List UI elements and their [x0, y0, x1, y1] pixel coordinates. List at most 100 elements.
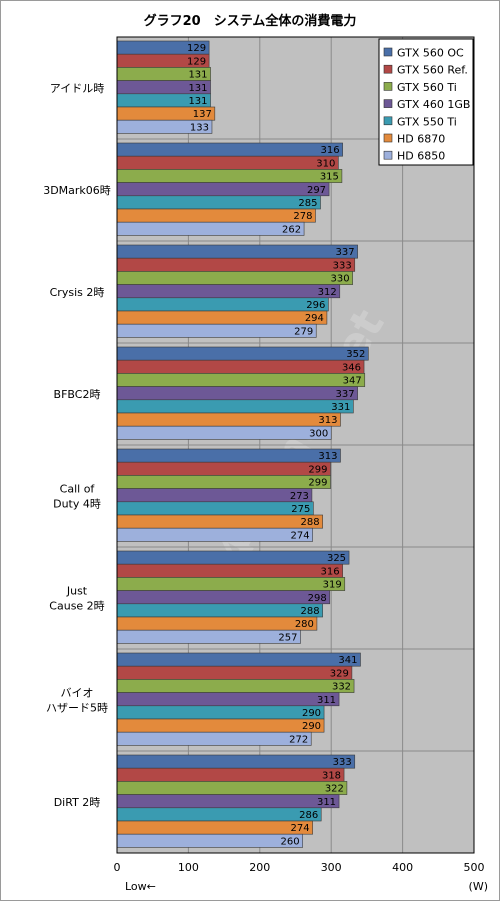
bar — [116, 155, 339, 170]
data-label: 316 — [321, 145, 340, 156]
x-tick-label: 0 — [114, 861, 121, 874]
data-label: 346 — [342, 362, 361, 373]
data-label: 299 — [308, 464, 327, 475]
bar — [116, 461, 331, 476]
bar — [116, 284, 341, 299]
category-label: Call of — [60, 483, 96, 496]
data-label: 279 — [294, 326, 313, 337]
bar — [116, 527, 313, 542]
data-label: 262 — [282, 224, 301, 235]
legend-label: HD 6870 — [397, 133, 445, 146]
category-label: DiRT 2時 — [54, 796, 101, 809]
bar — [116, 603, 323, 618]
data-label: 274 — [291, 530, 310, 541]
bar — [116, 550, 350, 565]
x-tick-label: 100 — [178, 861, 199, 874]
data-label: 131 — [188, 70, 207, 81]
bar — [116, 754, 356, 769]
category-label: バイオ — [61, 687, 94, 700]
bar — [116, 563, 343, 578]
data-label: 322 — [325, 784, 344, 795]
legend-swatch — [383, 64, 393, 74]
data-label: 274 — [291, 823, 310, 834]
data-label: 285 — [298, 198, 317, 209]
x-tick-label: 200 — [249, 861, 270, 874]
category-label: ハザード5時 — [46, 702, 108, 715]
bar — [116, 373, 366, 387]
data-label: 280 — [295, 619, 314, 630]
bar — [116, 297, 329, 312]
data-label: 333 — [333, 260, 352, 271]
legend-label: GTX 560 OC — [397, 47, 464, 60]
data-label: 297 — [307, 185, 326, 196]
data-label: 311 — [317, 797, 336, 808]
data-label: 278 — [293, 211, 312, 222]
bar — [116, 169, 343, 183]
bar — [116, 679, 355, 693]
bar — [116, 705, 325, 720]
legend-swatch — [383, 82, 393, 91]
bar — [116, 652, 361, 667]
legend-label: GTX 460 1GB — [397, 98, 470, 111]
bar — [116, 488, 313, 503]
bar — [116, 794, 340, 809]
legend-label: GTX 560 Ref. — [397, 64, 468, 77]
bar — [116, 221, 305, 236]
bar — [116, 310, 328, 325]
bar — [116, 718, 325, 733]
data-label: 312 — [318, 287, 337, 298]
data-label: 288 — [301, 606, 320, 617]
data-label: 294 — [305, 313, 324, 324]
data-label: 331 — [331, 402, 350, 413]
data-label: 300 — [309, 428, 328, 439]
bar — [116, 577, 346, 591]
data-label: 325 — [327, 553, 346, 564]
x-tick-label: 500 — [464, 861, 485, 874]
data-label: 257 — [278, 632, 297, 643]
plot-border — [116, 36, 475, 854]
legend-swatch — [383, 116, 393, 126]
data-label: 275 — [291, 504, 310, 515]
data-label: 131 — [188, 96, 207, 107]
data-label: 129 — [187, 56, 206, 67]
bar — [116, 323, 317, 338]
data-label: 129 — [187, 43, 206, 54]
data-label: 341 — [338, 655, 357, 666]
bar — [116, 781, 348, 795]
data-label: 298 — [308, 593, 327, 604]
data-label: 288 — [301, 517, 320, 528]
data-label: 260 — [281, 836, 300, 847]
data-label: 337 — [336, 389, 355, 400]
legend-swatch — [383, 150, 393, 160]
data-label: 318 — [322, 770, 341, 781]
data-label: 299 — [308, 478, 327, 489]
bar — [116, 142, 343, 157]
data-label: 329 — [330, 668, 349, 679]
bar — [116, 475, 331, 489]
bar — [116, 208, 316, 223]
legend-swatch — [383, 47, 393, 57]
legend — [378, 38, 474, 166]
bar — [116, 182, 330, 197]
chart-title: グラフ20 システム全体の消費電力 — [143, 14, 357, 29]
bar — [116, 692, 340, 707]
legend-swatch — [383, 99, 393, 108]
bar — [116, 590, 331, 605]
x-axis-unit-label: (W) — [469, 880, 488, 893]
bar — [116, 616, 318, 631]
data-label: 352 — [346, 349, 365, 360]
bar — [116, 629, 301, 644]
bar — [116, 244, 358, 259]
data-label: 330 — [331, 274, 350, 285]
legend-label: GTX 560 Ti — [397, 81, 457, 94]
bar — [116, 359, 365, 374]
category-label: Duty 4時 — [53, 498, 101, 511]
bar — [116, 665, 353, 680]
data-label: 337 — [336, 247, 355, 258]
data-label: 290 — [302, 721, 321, 732]
bar — [116, 514, 323, 529]
bar — [116, 731, 312, 746]
data-label: 286 — [299, 810, 318, 821]
data-label: 316 — [321, 566, 340, 577]
